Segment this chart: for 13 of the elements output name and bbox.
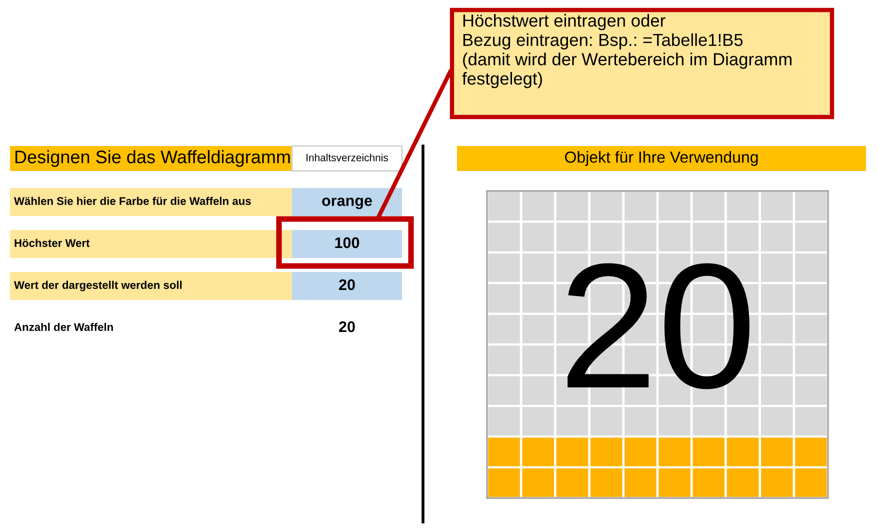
text: 20 xyxy=(339,279,355,290)
data-label: 20 xyxy=(568,263,750,390)
text: Höchstwert eintragen oder Bezug eintragen: Bsp.: =Tabelle1!B5 (damit wird der Wertebereich im Diagramm festgelegt) xyxy=(462,14,792,88)
text: Anzahl der Waffeln xyxy=(14,322,113,331)
text: Inhaltsverzeichnis xyxy=(306,154,388,162)
text: Wert der dargestellt werden soll xyxy=(14,280,182,292)
text: orange xyxy=(322,198,372,210)
text: Höchster Wert xyxy=(14,238,90,247)
text: Objekt für Ihre Verwendung xyxy=(565,151,758,166)
text: 100 xyxy=(335,237,360,248)
text: Designen Sie das Waffeldiagramm xyxy=(15,150,290,167)
text: 20 xyxy=(339,321,355,332)
text: Wählen Sie hier die Farbe für die Waffeln aus xyxy=(14,196,251,205)
